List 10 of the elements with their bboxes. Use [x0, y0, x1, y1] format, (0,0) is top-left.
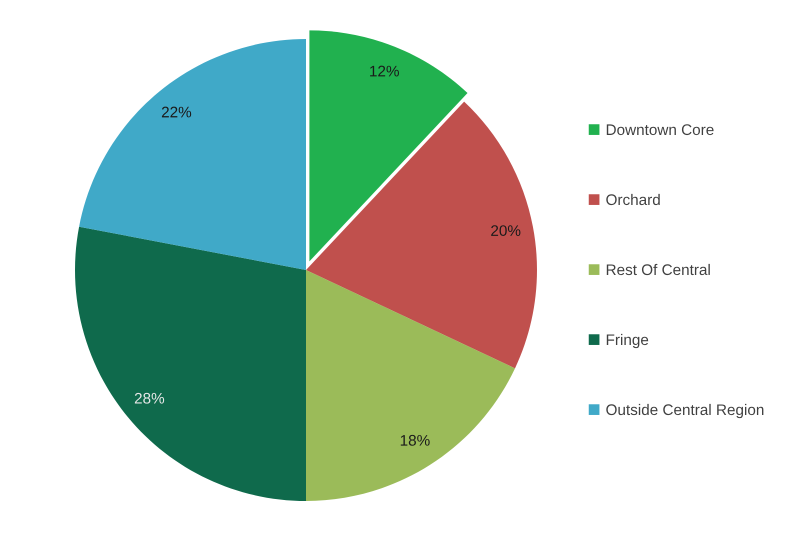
legend-label: Outside Central Region: [606, 404, 764, 418]
data-label: 20%: [491, 225, 520, 236]
legend-label: Downtown Core: [606, 124, 714, 136]
data-label: 12%: [370, 66, 399, 76]
legend-label: Fringe: [606, 334, 648, 348]
legend-label: Orchard: [606, 194, 660, 206]
data-label: 22%: [162, 106, 192, 118]
data-label: 28%: [134, 392, 164, 404]
legend-label: Rest Of Central: [606, 264, 710, 276]
data-label: 18%: [400, 434, 430, 446]
